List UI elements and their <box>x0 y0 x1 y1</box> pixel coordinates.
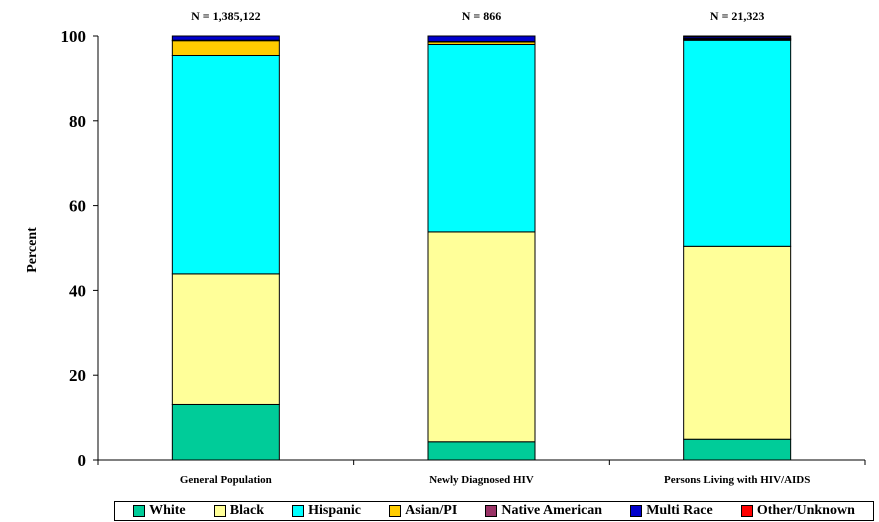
legend-item: Multi Race <box>630 503 713 519</box>
y-tick-label: 100 <box>61 27 87 46</box>
bar-segment-other-unknown <box>683 35 792 38</box>
bar-segment-hispanic <box>427 43 536 233</box>
bar-segment-hispanic <box>171 55 280 275</box>
y-tick-label: 40 <box>69 281 86 300</box>
legend-item: Other/Unknown <box>740 503 855 519</box>
legend-item: Native American <box>485 503 602 519</box>
category-label: Newly Diagnosed HIV <box>429 474 534 486</box>
legend-label: Multi Race <box>646 503 713 518</box>
bar-segment-white <box>427 441 536 461</box>
legend-swatch <box>213 505 226 517</box>
legend-label: Black <box>229 503 264 518</box>
legend-label: Native American <box>501 503 603 518</box>
sample-size-label: N = 866 <box>462 9 502 23</box>
bar-segment-black <box>683 245 792 440</box>
bar-segment-white <box>683 438 792 461</box>
legend-item: Black <box>213 503 264 519</box>
category-label: General Population <box>180 474 272 486</box>
bar-segment-black <box>427 231 536 443</box>
legend-item: White <box>133 503 186 519</box>
legend-swatch <box>485 505 498 517</box>
sample-size-label: N = 21,323 <box>710 9 765 23</box>
legend-label: White <box>149 503 186 518</box>
bar-segment-white <box>171 403 280 461</box>
y-axis-label: Percent <box>25 227 40 273</box>
bar-segment-multi-race <box>171 35 280 41</box>
legend-item: Hispanic <box>292 503 361 519</box>
y-tick-label: 20 <box>69 366 86 385</box>
bar-segment-asian-pi <box>171 40 280 57</box>
y-tick-label: 0 <box>78 451 87 470</box>
legend-item: Asian/PI <box>389 503 457 519</box>
legend-swatch <box>292 505 305 517</box>
legend: White Black Hispanic Asian/PI Native America… <box>114 501 874 521</box>
legend-label: Hispanic <box>308 503 362 518</box>
legend-swatch <box>389 505 402 517</box>
category-label: Persons Living with HIV/AIDS <box>664 474 810 486</box>
legend-label: Asian/PI <box>405 503 458 518</box>
bar-segment-black <box>171 273 280 405</box>
y-tick-label: 80 <box>69 112 86 131</box>
bar-segment-hispanic <box>683 39 792 247</box>
stacked-bar-chart: 0 20 40 60 80 100 General Population N = 1,385,… <box>25 9 866 486</box>
legend-label: Other/Unknown <box>756 503 855 518</box>
y-tick-label: 60 <box>69 197 86 216</box>
legend-swatch <box>740 505 753 517</box>
bar-segment-multi-race <box>427 35 536 43</box>
legend-swatch <box>630 505 643 517</box>
sample-size-label: N = 1,385,122 <box>191 9 261 23</box>
legend-swatch <box>133 505 146 517</box>
